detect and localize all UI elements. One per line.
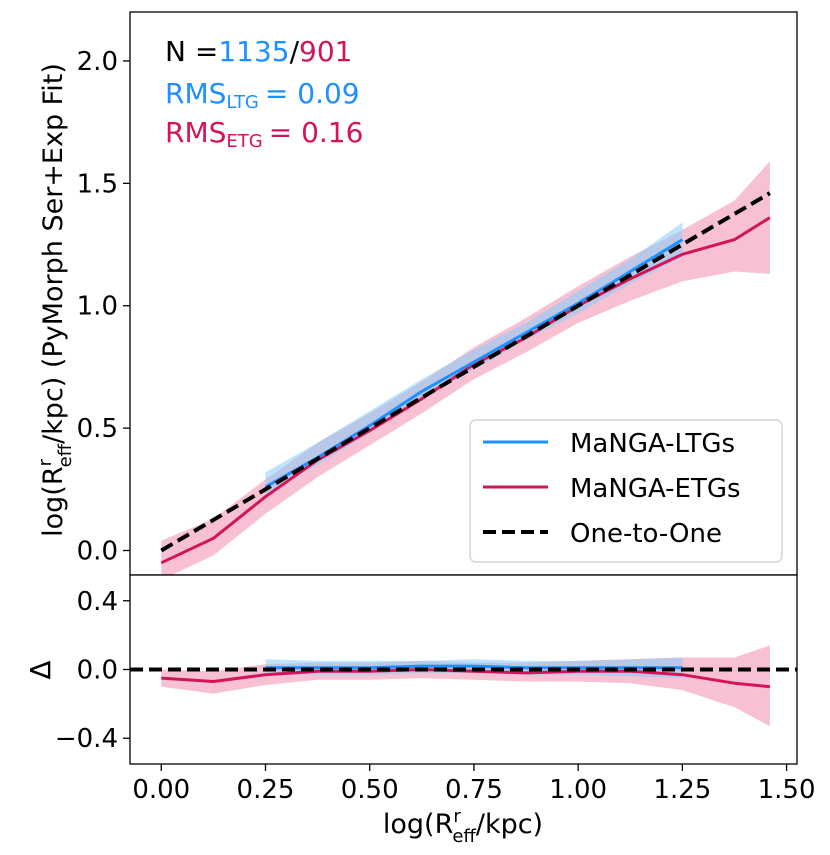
main-ytick-label: 0.5: [77, 414, 118, 444]
main-ytick-label: 1.0: [77, 292, 118, 322]
etg-count: 901: [299, 35, 352, 68]
main-line-etg: [160, 216, 771, 565]
annotation-block: N =1135/901 RMSLTG = 0.09 RMSETG = 0.16: [165, 35, 363, 152]
legend: MaNGA-LTGs MaNGA-ETGs One-to-One: [469, 419, 783, 563]
rms-etg-text: RMSETG = 0.16: [165, 116, 363, 152]
residual-ytick-label: −0.4: [55, 724, 118, 754]
xtick-label: 0.50: [341, 775, 399, 805]
legend-ltg-label: MaNGA-LTGs: [570, 429, 735, 459]
main-ytick-label: 1.5: [77, 169, 118, 199]
main-panel: 0.0 0.5 1.0 1.5 2.0 log(Rreff/kpc) (PyMorph …: [35, 11, 798, 582]
residual-ytick-label: 0.0: [77, 656, 118, 686]
main-ytick-label: 0.0: [77, 537, 118, 567]
main-data-layer: [160, 161, 771, 575]
xtick-label: 0.25: [237, 775, 295, 805]
main-y-axis-label: log(Rreff/kpc) (PyMorph Ser+Exp Fit): [35, 63, 76, 537]
ltg-count: 1135: [218, 35, 289, 68]
residual-y-axis: −0.4 0.0 0.4: [55, 587, 130, 754]
xtick-label: 0.00: [132, 775, 190, 805]
residual-y-axis-label: Δ: [24, 660, 57, 679]
main-line-one-to-one: [160, 191, 771, 553]
residual-ytick-label: 0.4: [77, 587, 118, 617]
legend-box: [469, 419, 783, 563]
main-ytick-label: 2.0: [77, 47, 118, 77]
rms-ltg-text: RMSLTG = 0.09: [165, 77, 360, 113]
residual-x-axis: 0.00 0.25 0.50 0.75 1.00 1.25 1.50: [132, 764, 816, 805]
xtick-label: 1.25: [653, 775, 711, 805]
xtick-label: 1.00: [549, 775, 607, 805]
xtick-label: 1.50: [758, 775, 816, 805]
x-axis-label: log(Rr eff/kpc): [383, 806, 543, 847]
residual-panel: −0.40.00.4 0.00 0.25 0.50 0.75 1.00 1.25 1.50 …: [24, 574, 816, 847]
sample-size-text: N =1135/901: [165, 35, 352, 68]
legend-one-to-one-label: One-to-One: [570, 519, 722, 549]
main-y-axis: 0.0 0.5 1.0 1.5 2.0: [77, 47, 788, 582]
xtick-label: 0.75: [445, 775, 503, 805]
residual-frame: [129, 574, 798, 765]
residual-data-layer: [130, 645, 797, 727]
legend-etg-label: MaNGA-ETGs: [570, 474, 741, 504]
